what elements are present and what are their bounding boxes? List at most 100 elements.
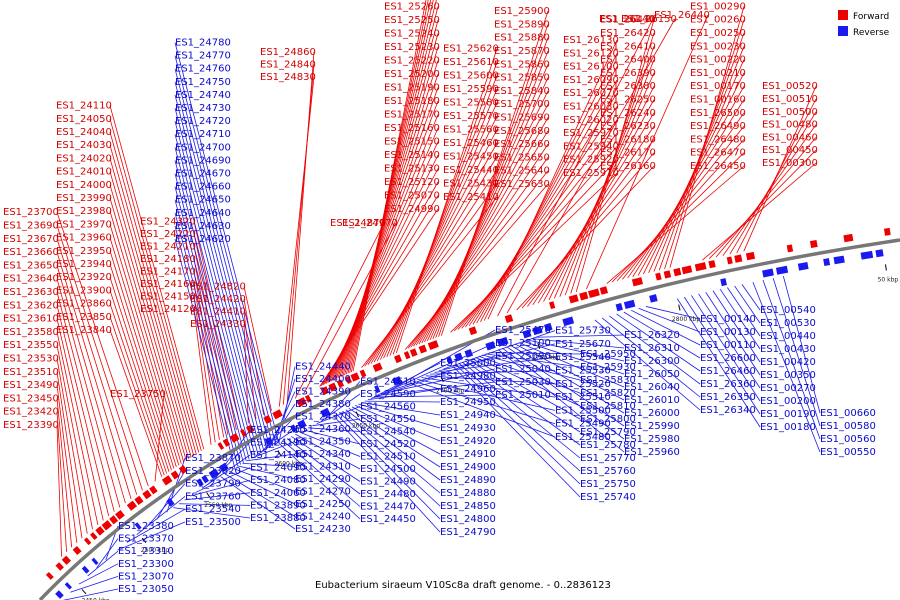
forward-gene-label: ES1_26030: [563, 102, 619, 113]
forward-gene-leader: [56, 318, 104, 521]
forward-gene-leader: [370, 156, 498, 364]
reverse-gene-label: ES1_24380: [295, 399, 351, 410]
reverse-gene-label: ES1_24660: [175, 182, 231, 193]
forward-gene-leader: [708, 149, 817, 259]
forward-gene-leader: [715, 137, 817, 258]
reverse-gene-leader: [251, 441, 296, 459]
forward-gene: [245, 424, 255, 434]
reverse-gene: [374, 385, 381, 394]
forward-gene-label: ES1_24820: [190, 282, 246, 293]
reverse-gene-label: ES1_24790: [440, 527, 496, 538]
forward-gene-label: ES1_24840: [260, 60, 316, 71]
reverse-gene: [196, 478, 204, 487]
reverse-gene-leader: [416, 378, 556, 411]
reverse-gene-label: ES1_24270: [295, 487, 351, 498]
reverse-gene-leader: [514, 343, 625, 401]
reverse-gene-label: ES1_24200: [250, 425, 306, 436]
reverse-gene-label: ES1_24080: [250, 475, 306, 486]
reverse-gene-leader: [117, 521, 186, 551]
reverse-gene-label: ES1_23380: [118, 521, 174, 532]
forward-gene-leader: [243, 286, 272, 411]
forward-gene-label: ES1_26440: [654, 10, 710, 21]
reverse-gene-label: ES1_24940: [440, 410, 496, 421]
reverse-gene-label: ES1_25480: [555, 432, 611, 443]
reverse-gene-leader: [174, 225, 239, 467]
forward-gene-label: ES1_25880: [494, 33, 550, 44]
reverse-gene-leader: [126, 508, 186, 543]
reverse-gene-leader: [299, 431, 361, 457]
forward-gene-label: ES1_25640: [494, 166, 550, 177]
reverse-gene-leader: [645, 306, 701, 320]
forward-gene-leader: [243, 323, 249, 424]
reverse-gene-leader: [273, 378, 296, 446]
forward-gene-label: ES1_24970: [342, 218, 398, 229]
reverse-gene: [720, 278, 727, 287]
reverse-gene-leader: [174, 42, 280, 444]
forward-gene: [55, 562, 64, 571]
forward-gene-leader: [109, 263, 175, 469]
reverse-gene-leader: [96, 538, 119, 569]
reverse-gene-label: ES1_25820: [580, 388, 636, 399]
forward-gene: [61, 555, 72, 565]
forward-gene: [694, 262, 707, 272]
forward-gene: [393, 354, 403, 364]
reverse-gene-leader: [506, 346, 625, 427]
forward-gene-leader: [56, 265, 126, 504]
reverse-gene: [485, 341, 496, 351]
reverse-gene: [290, 424, 298, 433]
reverse-gene-label: ES1_25500: [555, 405, 611, 416]
forward-gene-label: ES1_23420: [3, 407, 59, 418]
reverse-gene-leader: [136, 496, 186, 536]
reverse-gene-leader: [345, 409, 441, 481]
forward-gene-label: ES1_25600: [443, 71, 499, 82]
forward-gene-label: ES1_26450: [690, 161, 746, 172]
forward-gene-label: ES1_25220: [384, 56, 440, 67]
reverse-gene: [762, 268, 774, 278]
forward-gene-label: ES1_00230: [690, 41, 746, 52]
forward-gene: [328, 382, 338, 392]
forward-gene-label: ES1_25560: [443, 125, 499, 136]
reverse-gene-leader: [684, 296, 761, 415]
reverse-gene: [392, 376, 402, 386]
forward-gene-label: ES1_24320: [140, 217, 196, 228]
forward-gene-leader: [109, 105, 205, 450]
kbp-tick: [81, 589, 87, 595]
reverse-gene: [91, 557, 99, 566]
forward-gene-label: ES1_23860: [56, 299, 112, 310]
reverse-gene: [297, 419, 307, 429]
reverse-gene-label: ES1_00270: [760, 383, 816, 394]
reverse-gene-leader: [178, 503, 251, 506]
reverse-gene-leader: [364, 400, 441, 403]
forward-gene-leader: [109, 303, 167, 474]
reverse-gene-label: ES1_24290: [295, 474, 351, 485]
kbp-tick: [355, 411, 360, 418]
forward-gene: [345, 375, 352, 385]
forward-gene-leader: [109, 277, 172, 471]
forward-gene-label: ES1_23940: [56, 259, 112, 270]
reverse-gene-label: ES1_24620: [175, 234, 231, 245]
forward-gene-leader: [109, 211, 185, 463]
forward-gene-label: ES1_25120: [384, 177, 440, 188]
reverse-gene-leader: [438, 343, 556, 372]
forward-gene: [403, 351, 411, 360]
reverse-gene-leader: [184, 492, 251, 501]
forward-genes: [45, 227, 891, 580]
kbp-tick: [537, 342, 541, 349]
reverse-gene-label: ES1_00420: [760, 357, 816, 368]
forward-gene-label: ES1_00210: [690, 68, 746, 79]
forward-gene-label: ES1_23620: [3, 300, 59, 311]
reverse-gene-label: ES1_24930: [440, 423, 496, 434]
forward-gene: [673, 267, 682, 277]
reverse-gene-label: ES1_23370: [118, 534, 174, 545]
forward-gene-label: ES1_24020: [56, 153, 112, 164]
reverse-gene-leader: [278, 442, 361, 520]
forward-gene-label: ES1_25920: [563, 155, 619, 166]
forward-gene-label: ES1_24990: [384, 204, 440, 215]
reverse-gene-label: ES1_25980: [624, 434, 680, 445]
reverse-gene-leader: [727, 287, 761, 337]
forward-gene: [101, 520, 113, 531]
reverse-gene-label: ES1_24440: [295, 362, 351, 373]
reverse-gene-leader: [246, 453, 296, 462]
forward-gene-leader: [435, 37, 549, 338]
